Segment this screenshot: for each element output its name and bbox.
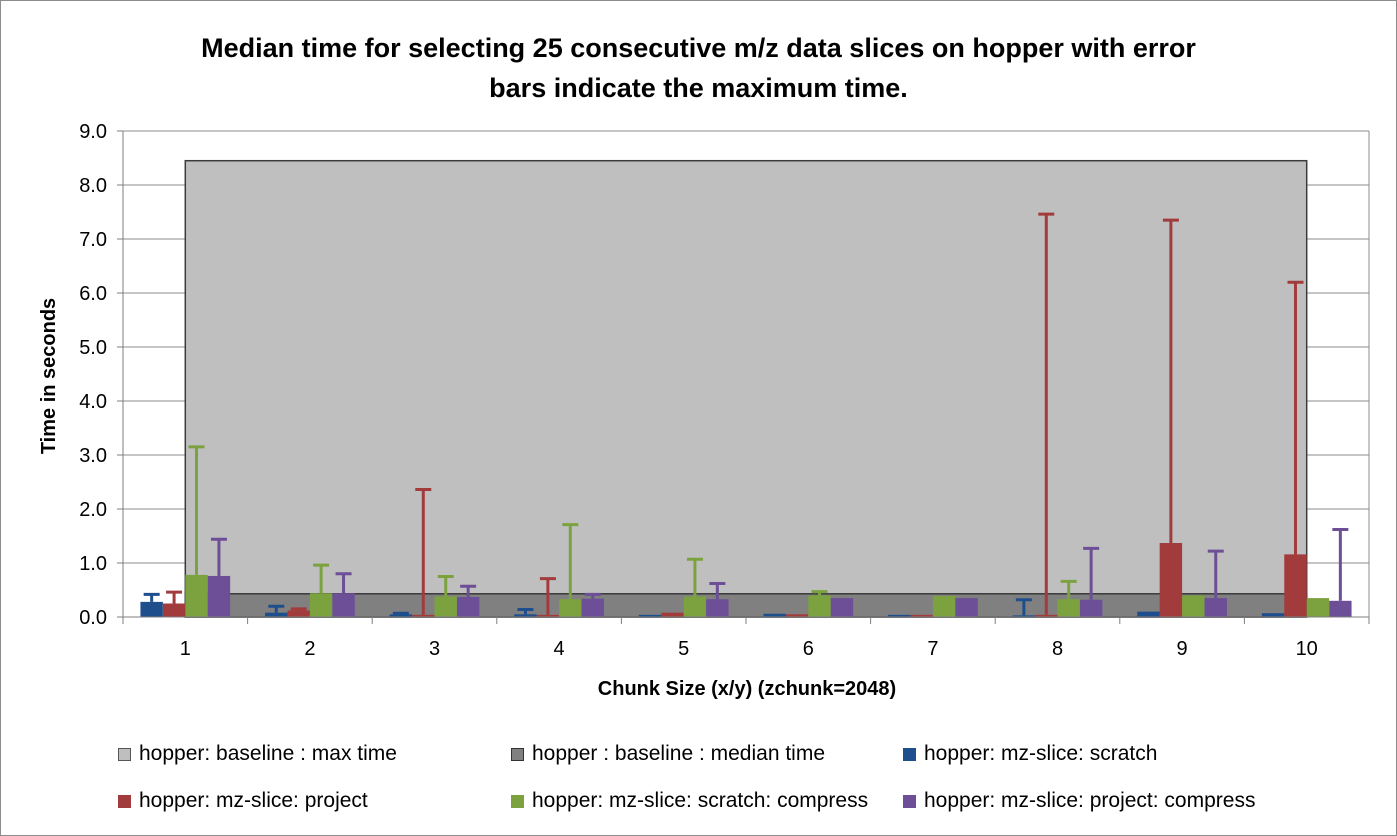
y-axis-title: Time in seconds xyxy=(38,298,60,454)
legend-label-baseline-max: hopper: baseline : max time xyxy=(139,742,397,765)
bar-s2-c2 xyxy=(434,596,457,617)
legend-swatch-project xyxy=(118,794,131,808)
bar-s0-c3 xyxy=(514,614,537,617)
legend-label-scratch-compress: hopper: mz-slice: scratch: compress xyxy=(532,789,869,812)
bar-s1-c3 xyxy=(536,614,560,617)
x-tick-label-2: 3 xyxy=(429,638,440,660)
y-tick-label-5: 5.0 xyxy=(79,337,107,359)
bar-s2-c8 xyxy=(1182,595,1205,617)
bar-s0-c2 xyxy=(389,614,413,617)
x-tick-label-4: 5 xyxy=(678,638,689,660)
legend-item-baseline-max: hopper: baseline : max time xyxy=(118,742,397,766)
legend-label-scratch: hopper: mz-slice: scratch xyxy=(924,742,1158,765)
bar-s3-c6 xyxy=(955,598,978,617)
bar-s3-c8 xyxy=(1204,598,1227,617)
bar-s1-c5 xyxy=(785,614,809,617)
bar-s1-c9 xyxy=(1284,554,1307,617)
bar-s2-c3 xyxy=(559,599,582,617)
bar-s2-c5 xyxy=(808,595,831,617)
bar-s1-c1 xyxy=(287,610,310,617)
x-tick-label-3: 4 xyxy=(554,638,565,660)
legend-label-baseline-median: hopper : baseline : median time xyxy=(532,742,826,765)
bar-s3-c3 xyxy=(581,598,604,617)
chart-title: Median time for selecting 25 consecutive… xyxy=(0,28,1397,108)
legend-item-baseline-median: hopper : baseline : median time xyxy=(511,742,825,766)
bar-s0-c5 xyxy=(763,613,786,617)
y-tick-label-0: 0.0 xyxy=(79,607,107,629)
background-area-0 xyxy=(184,159,1308,618)
bar-s0-c9 xyxy=(1261,613,1285,617)
bar-s0-c4 xyxy=(638,614,662,617)
x-tick-label-0: 1 xyxy=(180,638,191,660)
x-tick-label-8: 9 xyxy=(1177,638,1188,660)
legend-swatch-baseline-median xyxy=(511,747,524,761)
y-tick-label-3: 3.0 xyxy=(79,445,107,467)
bar-s3-c9 xyxy=(1329,600,1352,617)
bar-s2-c4 xyxy=(683,596,707,617)
chart-title-line-2: bars indicate the maximum time. xyxy=(489,73,908,103)
legend-item-scratch: hopper: mz-slice: scratch xyxy=(903,742,1157,766)
chart-legend: hopper: baseline : max time hopper : bas… xyxy=(118,736,1318,826)
y-tick-label-2: 2.0 xyxy=(79,499,107,521)
x-tick-label-7: 8 xyxy=(1052,638,1063,660)
bar-s2-c0 xyxy=(185,574,208,617)
y-tick-label-1: 1.0 xyxy=(79,553,107,575)
bar-s2-c6 xyxy=(932,595,956,617)
y-tick-label-9: 9.0 xyxy=(79,121,107,143)
x-axis-title: Chunk Size (x/y) (zchunk=2048) xyxy=(598,678,896,700)
bar-s3-c0 xyxy=(207,575,231,617)
y-tick-label-7: 7.0 xyxy=(79,229,107,251)
legend-label-project: hopper: mz-slice: project xyxy=(139,789,368,812)
bar-s2-c1 xyxy=(309,593,333,617)
bar-s0-c1 xyxy=(265,612,288,617)
y-tick-label-8: 8.0 xyxy=(79,175,107,197)
bar-s1-c4 xyxy=(661,612,684,617)
bar-s3-c1 xyxy=(332,593,355,617)
legend-swatch-project-compress xyxy=(903,794,916,808)
bar-s0-c8 xyxy=(1137,611,1160,617)
bar-s3-c5 xyxy=(830,598,854,617)
legend-item-project: hopper: mz-slice: project xyxy=(118,789,368,813)
legend-item-project-compress: hopper: mz-slice: project: compress xyxy=(903,789,1255,813)
bar-s1-c2 xyxy=(412,614,435,617)
bar-s0-c6 xyxy=(888,614,911,617)
bar-s3-c7 xyxy=(1079,599,1103,617)
chart-title-line-1: Median time for selecting 25 consecutive… xyxy=(201,33,1196,63)
x-tick-label-6: 7 xyxy=(927,638,938,660)
y-tick-label-6: 6.0 xyxy=(79,283,107,305)
legend-swatch-scratch-compress xyxy=(511,794,524,808)
y-tick-label-4: 4.0 xyxy=(79,391,107,413)
bar-s1-c0 xyxy=(162,603,186,617)
bar-s3-c2 xyxy=(456,597,480,617)
bar-s1-c8 xyxy=(1159,543,1183,617)
legend-swatch-baseline-max xyxy=(118,747,131,761)
bar-s0-c0 xyxy=(140,601,163,617)
bar-s1-c7 xyxy=(1035,614,1058,617)
x-tick-label-1: 2 xyxy=(304,638,315,660)
legend-swatch-scratch xyxy=(903,747,916,761)
x-tick-label-9: 10 xyxy=(1296,638,1318,660)
bar-s3-c4 xyxy=(706,599,729,617)
bar-s2-c7 xyxy=(1057,599,1080,617)
legend-item-scratch-compress: hopper: mz-slice: scratch: compress xyxy=(511,789,868,813)
bar-s2-c9 xyxy=(1306,598,1330,617)
bar-s0-c7 xyxy=(1012,615,1036,617)
bar-s1-c6 xyxy=(910,614,933,617)
legend-label-project-compress: hopper: mz-slice: project: compress xyxy=(924,789,1256,812)
x-tick-label-5: 6 xyxy=(803,638,814,660)
